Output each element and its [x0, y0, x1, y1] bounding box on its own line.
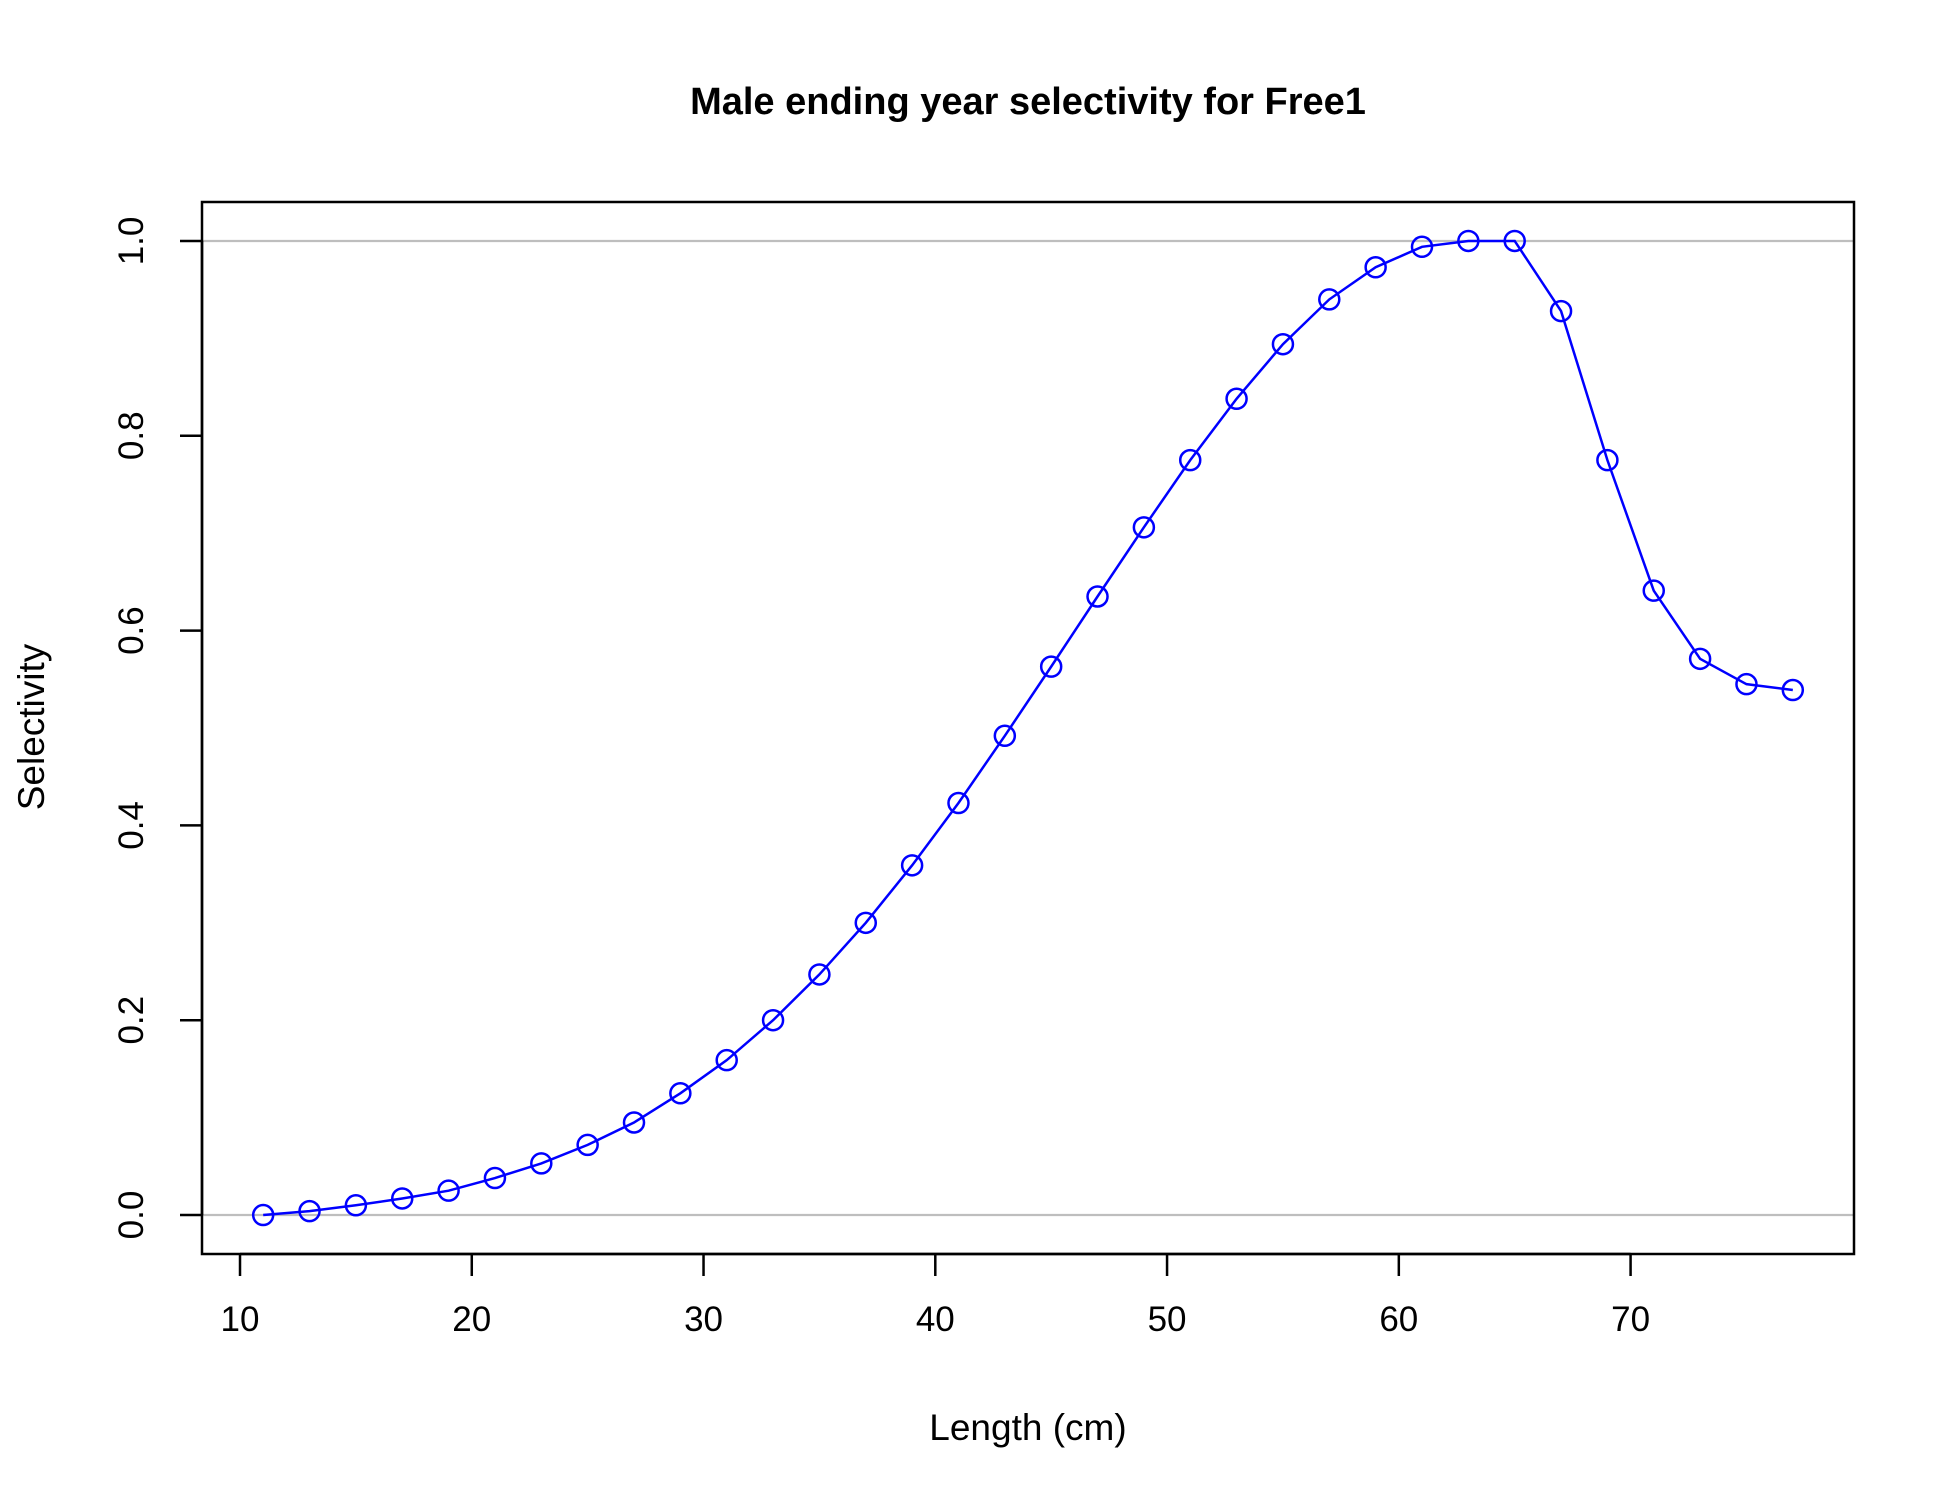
data-point-30: [1642, 579, 1666, 602]
data-point-6: [530, 1152, 553, 1175]
data-point-12: [808, 963, 831, 986]
y-tick-label-1: 0.2: [112, 996, 151, 1045]
series: [251, 229, 1805, 1227]
x-tick-label-3: 40: [916, 1300, 955, 1339]
x-tick-label-5: 60: [1379, 1300, 1418, 1339]
data-point-2: [344, 1194, 368, 1217]
y-axis-label: Selectivity: [11, 643, 52, 810]
y-tick-label-5: 1.0: [112, 217, 151, 266]
x-tick-label-0: 10: [221, 1300, 260, 1339]
plot-frame: [200, 200, 1856, 1256]
data-point-21: [1225, 387, 1248, 411]
data-point-26: [1457, 229, 1480, 253]
y-tick-label-2: 0.4: [112, 801, 151, 850]
data-point-7: [576, 1133, 599, 1157]
data-point-32: [1735, 672, 1758, 696]
data-point-15: [947, 791, 970, 815]
data-point-1: [298, 1199, 321, 1223]
data-point-31: [1688, 647, 1712, 671]
data-point-29: [1596, 448, 1619, 472]
reference-lines: [202, 239, 1854, 1217]
data-point-20: [1178, 448, 1202, 472]
data-point-25: [1410, 235, 1434, 259]
x-tick-label-4: 50: [1148, 1300, 1187, 1339]
data-point-23: [1318, 288, 1341, 311]
data-point-33: [1781, 678, 1805, 702]
data-point-28: [1549, 299, 1573, 323]
x-tick-label-6: 70: [1611, 1300, 1650, 1339]
data-point-18: [1086, 585, 1109, 608]
data-point-13: [854, 911, 878, 935]
x-axis-label: Length (cm): [929, 1407, 1126, 1448]
data-point-11: [761, 1008, 785, 1032]
data-point-0: [251, 1203, 275, 1227]
data-point-24: [1364, 256, 1387, 279]
y-tick-label-3: 0.6: [112, 606, 151, 655]
data-point-5: [483, 1166, 507, 1190]
y-tick-label-0: 0.0: [112, 1191, 151, 1240]
data-point-27: [1503, 229, 1526, 253]
series-line-0: [263, 239, 1793, 1217]
data-point-22: [1271, 332, 1295, 356]
data-point-4: [437, 1179, 460, 1202]
y-axis: 0.0 0.2 0.4 0.6 0.8 1.0: [112, 217, 204, 1240]
data-point-19: [1132, 516, 1156, 539]
data-point-10: [715, 1048, 738, 1072]
y-tick-label-4: 0.8: [112, 411, 151, 460]
data-point-16: [993, 724, 1017, 748]
data-point-14: [900, 854, 924, 877]
x-tick-label-2: 30: [684, 1300, 723, 1339]
data-point-8: [622, 1111, 646, 1134]
chart-title: Male ending year selectivity for Free1: [690, 81, 1366, 123]
data-point-9: [669, 1082, 692, 1105]
data-point-17: [1039, 655, 1063, 678]
data-point-3: [390, 1187, 414, 1210]
x-tick-label-1: 20: [452, 1300, 491, 1339]
x-axis: 10 20 30 40 50 60 70: [221, 1252, 1650, 1339]
